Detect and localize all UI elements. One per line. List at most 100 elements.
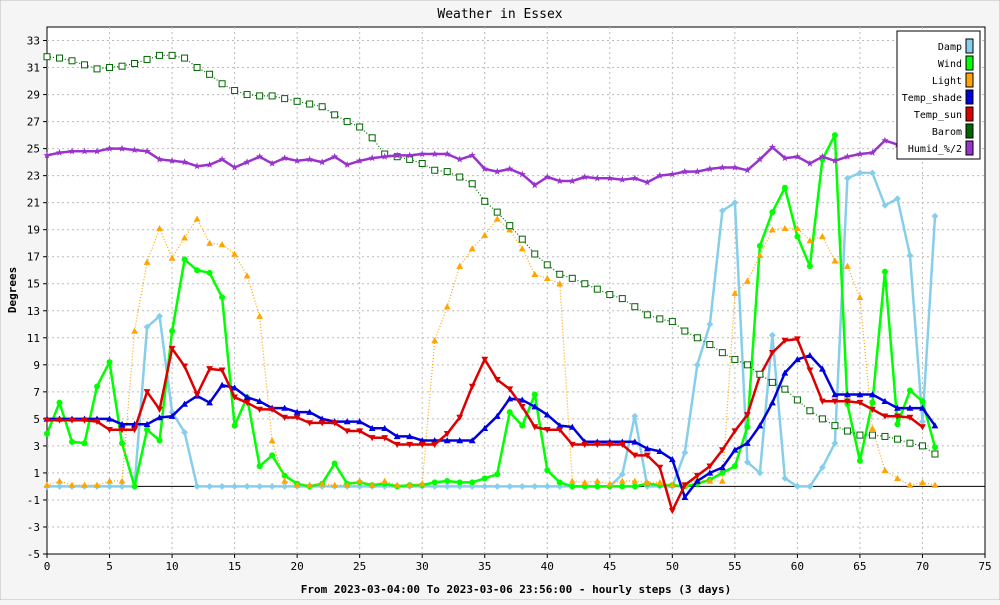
data-point xyxy=(331,481,339,488)
series-barom xyxy=(43,51,939,458)
data-point xyxy=(418,480,426,487)
data-point xyxy=(231,422,238,429)
data-point xyxy=(356,157,364,164)
x-tick-label: 40 xyxy=(541,560,554,573)
data-point xyxy=(781,154,789,162)
data-point xyxy=(731,355,739,363)
data-point xyxy=(68,147,76,155)
data-point xyxy=(193,162,201,170)
data-point xyxy=(881,413,889,420)
data-point xyxy=(206,399,213,406)
data-point xyxy=(56,417,63,424)
data-point xyxy=(706,477,714,484)
data-point xyxy=(143,147,151,155)
data-point xyxy=(856,391,864,398)
y-tick-label: -3 xyxy=(27,521,40,534)
data-point xyxy=(181,234,188,241)
data-point xyxy=(768,399,776,406)
data-point xyxy=(431,166,439,174)
data-point xyxy=(706,341,714,349)
data-point xyxy=(831,157,839,164)
data-point xyxy=(69,438,76,445)
data-point xyxy=(556,426,564,434)
data-point xyxy=(168,51,176,59)
data-point xyxy=(918,442,926,450)
data-point xyxy=(281,414,289,421)
data-point xyxy=(243,483,251,490)
data-point xyxy=(656,171,664,179)
data-point xyxy=(806,407,814,415)
y-tick-label: 13 xyxy=(27,305,40,318)
data-point xyxy=(406,151,414,159)
data-point xyxy=(356,418,364,425)
y-tick-label: 33 xyxy=(27,35,40,48)
data-point xyxy=(468,151,476,159)
data-point xyxy=(268,437,276,444)
data-point xyxy=(181,54,189,62)
data-point xyxy=(756,370,764,378)
y-tick-label: 19 xyxy=(27,224,40,237)
x-tick-label: 65 xyxy=(853,560,866,573)
data-point xyxy=(331,152,339,160)
data-point xyxy=(381,477,389,484)
data-point xyxy=(593,441,601,448)
data-point xyxy=(155,155,164,163)
legend-swatch xyxy=(965,123,974,139)
data-point xyxy=(718,447,726,454)
data-point xyxy=(731,463,738,470)
data-point xyxy=(906,251,914,259)
data-point xyxy=(906,387,913,394)
data-point xyxy=(231,394,238,401)
data-point xyxy=(706,463,714,470)
data-point xyxy=(443,150,451,158)
data-point xyxy=(456,479,463,486)
data-point xyxy=(619,483,626,490)
data-point xyxy=(906,414,914,421)
data-point xyxy=(656,478,664,486)
data-point xyxy=(544,467,551,474)
data-point xyxy=(468,245,476,252)
data-point xyxy=(105,144,114,152)
y-tick-label: -1 xyxy=(27,494,40,507)
data-point xyxy=(481,424,489,432)
data-point xyxy=(768,378,776,386)
data-point xyxy=(293,97,301,105)
data-point xyxy=(443,437,451,444)
data-point xyxy=(156,437,163,444)
data-point xyxy=(693,334,701,342)
data-point xyxy=(256,312,264,319)
data-point xyxy=(518,396,526,403)
data-point xyxy=(831,257,839,264)
data-point xyxy=(819,365,826,372)
data-point xyxy=(806,263,813,270)
data-point xyxy=(506,483,514,490)
data-point xyxy=(55,148,64,156)
data-point xyxy=(931,450,939,458)
data-point xyxy=(831,439,839,447)
y-tick-label: 3 xyxy=(33,440,40,453)
data-point xyxy=(568,423,576,430)
y-tick-label: 29 xyxy=(27,89,40,102)
x-tick-label: 30 xyxy=(416,560,429,573)
data-point xyxy=(469,479,476,486)
data-point xyxy=(218,80,226,88)
data-point xyxy=(519,422,526,429)
data-point xyxy=(343,118,351,126)
data-point xyxy=(243,399,251,407)
data-point xyxy=(681,493,689,500)
data-point xyxy=(668,508,676,515)
data-point xyxy=(443,303,451,310)
data-point xyxy=(81,440,88,447)
data-point xyxy=(781,184,788,191)
data-point xyxy=(531,391,538,398)
data-point xyxy=(181,400,188,407)
data-point xyxy=(743,277,751,284)
data-point xyxy=(493,208,501,216)
data-point xyxy=(43,417,51,424)
y-tick-label: -5 xyxy=(27,548,40,561)
data-point xyxy=(93,147,101,155)
data-point xyxy=(844,174,851,182)
data-point xyxy=(894,474,901,482)
x-tick-label: 70 xyxy=(916,560,929,573)
data-point xyxy=(818,415,826,423)
